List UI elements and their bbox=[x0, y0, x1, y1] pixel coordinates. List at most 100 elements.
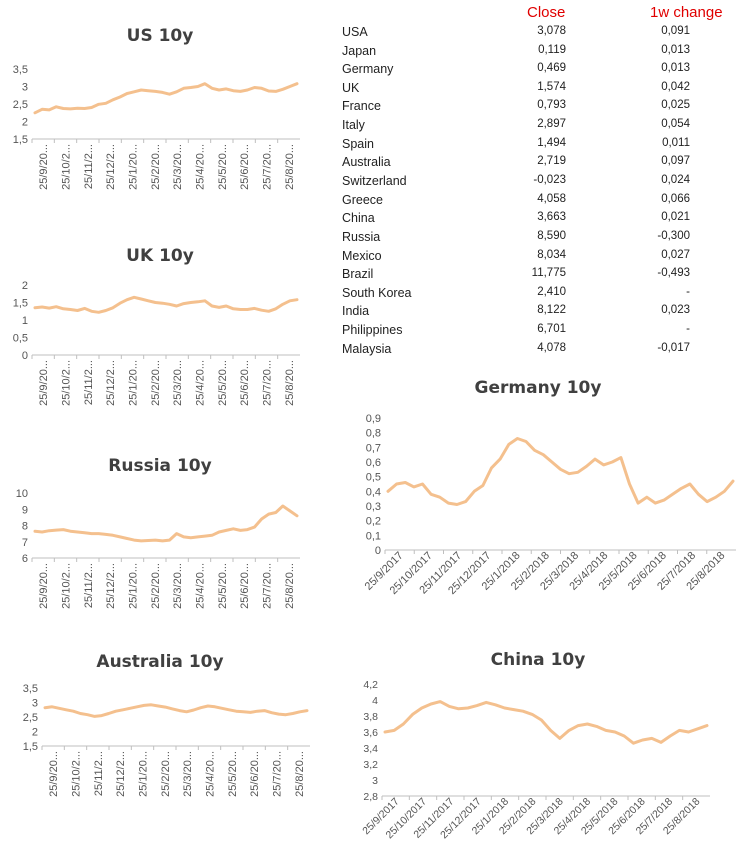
china-10y-chart: China 10y 2,8 3 3,2 3,4 3,6 3,8 4 4,2 25/9/2017 2… bbox=[340, 646, 736, 868]
x-tick-label: 25/12/2... bbox=[105, 144, 117, 190]
table-row: Philippines 6,701 - bbox=[340, 323, 720, 342]
change-cell: - bbox=[686, 323, 690, 335]
y-tick-label: 1,5 bbox=[23, 741, 38, 753]
close-cell: 2,897 bbox=[537, 118, 566, 130]
y-tick-label: 0,7 bbox=[366, 442, 381, 454]
y-tick-label: 2 bbox=[22, 280, 28, 292]
country-cell: Germany bbox=[342, 62, 394, 76]
table-row: Malaysia 4,078 -0,017 bbox=[340, 342, 720, 361]
country-cell: Malaysia bbox=[342, 342, 392, 356]
x-tick-label: 25/2/20... bbox=[150, 563, 162, 609]
change-cell: 0,042 bbox=[661, 81, 690, 93]
x-tick-label: 25/9/20... bbox=[38, 563, 50, 609]
series-line bbox=[43, 703, 309, 718]
close-cell: 3,663 bbox=[537, 211, 566, 223]
change-cell: 0,025 bbox=[661, 99, 690, 111]
x-tick-label: 25/9/20... bbox=[38, 360, 50, 406]
table-row: South Korea 2,410 - bbox=[340, 286, 720, 305]
australia-10y-chart: Australia 10y 1,5 2 2,5 3 3,5 25/9/20... 25/10… bbox=[0, 648, 320, 828]
country-cell: Greece bbox=[342, 193, 383, 207]
table-row: Australia 2,719 0,097 bbox=[340, 155, 720, 174]
russia-10y-chart: Russia 10y 6 7 8 9 10 25/9/20... 25/10/2... 25/… bbox=[0, 450, 320, 640]
change-header: 1w change bbox=[650, 4, 723, 21]
country-cell: Spain bbox=[342, 137, 374, 151]
chart-title: US 10y bbox=[126, 26, 194, 46]
table-row: Mexico 8,034 0,027 bbox=[340, 249, 720, 268]
chart-title: Germany 10y bbox=[474, 378, 602, 398]
close-cell: 8,122 bbox=[537, 304, 566, 316]
country-cell: Japan bbox=[342, 44, 377, 58]
country-cell: China bbox=[342, 211, 375, 225]
y-tick-label: 0,9 bbox=[366, 413, 381, 425]
x-tick-label: 25/8/20... bbox=[284, 563, 296, 609]
x-tick-label: 25/12/2... bbox=[105, 360, 117, 406]
change-cell: 0,011 bbox=[662, 137, 690, 149]
x-tick-label: 25/4/20... bbox=[195, 144, 207, 190]
table-row: Russia 8,590 -0,300 bbox=[340, 230, 720, 249]
x-tick-label: 25/10/2... bbox=[71, 751, 83, 797]
series-line bbox=[386, 437, 735, 506]
y-tick-label: 10 bbox=[16, 488, 28, 500]
country-cell: France bbox=[342, 99, 381, 113]
x-tick-label: 25/9/20... bbox=[38, 144, 50, 190]
x-tick-label: 25/6/20... bbox=[239, 563, 251, 609]
x-tick-label: 25/6/20... bbox=[239, 144, 251, 190]
y-tick-label: 2 bbox=[32, 727, 38, 739]
series-line bbox=[383, 700, 709, 745]
change-cell: 0,066 bbox=[661, 193, 690, 205]
close-cell: 2,719 bbox=[537, 155, 566, 167]
table-row: Switzerland -0,023 0,024 bbox=[340, 174, 720, 193]
y-tick-label: 6 bbox=[22, 553, 28, 565]
table-row: Japan 0,119 0,013 bbox=[340, 44, 720, 63]
y-tick-label: 0,3 bbox=[366, 501, 381, 513]
x-tick-label: 25/1/20... bbox=[128, 563, 140, 609]
chart-title: Russia 10y bbox=[108, 456, 212, 476]
x-tick-label: 25/12/2... bbox=[115, 751, 127, 797]
russia-10y-plot: 6 7 8 9 10 25/9/20... 25/10/2... 25/11/2... 25/1… bbox=[16, 488, 300, 609]
x-tick-label: 25/4/20... bbox=[205, 751, 217, 797]
close-cell: 4,078 bbox=[537, 342, 566, 354]
close-cell: 2,410 bbox=[537, 286, 566, 298]
uk-10y-plot: 0 0,5 1 1,5 2 25/9/20... 25/10/2... 25/11/2... 2… bbox=[13, 280, 300, 406]
close-cell: 0,793 bbox=[537, 99, 566, 111]
series-line bbox=[33, 504, 299, 543]
change-cell: 0,027 bbox=[661, 249, 690, 261]
x-tick-label: 25/2/20... bbox=[150, 360, 162, 406]
germany-10y-plot: 00,10,20,30,40,50,60,70,80,925/9/201725/… bbox=[363, 413, 736, 597]
table-row: France 0,793 0,025 bbox=[340, 99, 720, 118]
x-tick-label: 25/1/20... bbox=[138, 751, 150, 797]
change-cell: -0,300 bbox=[657, 230, 690, 242]
close-cell: 8,590 bbox=[537, 230, 566, 242]
country-cell: Australia bbox=[342, 155, 391, 169]
country-cell: UK bbox=[342, 81, 360, 95]
y-tick-label: 0,6 bbox=[366, 457, 381, 469]
change-cell: - bbox=[686, 286, 690, 298]
close-cell: 11,775 bbox=[531, 267, 566, 279]
x-tick-label: 25/7/20... bbox=[262, 360, 274, 406]
y-tick-label: 2,8 bbox=[363, 791, 378, 803]
y-tick-label: 3,8 bbox=[363, 711, 378, 723]
x-tick-label: 25/6/20... bbox=[239, 360, 251, 406]
x-tick-label: 25/5/20... bbox=[227, 751, 239, 797]
uk-10y-chart: UK 10y 0 0,5 1 1,5 2 25/9/20... 25/10/2... 25/1… bbox=[0, 240, 320, 430]
change-cell: -0,017 bbox=[657, 342, 690, 354]
table-row: India 8,122 0,023 bbox=[340, 304, 720, 323]
x-tick-label: 25/3/20... bbox=[172, 563, 184, 609]
close-cell: 3,078 bbox=[537, 25, 566, 37]
x-tick-label: 25/11/2... bbox=[83, 563, 95, 608]
country-cell: Mexico bbox=[342, 249, 382, 263]
country-cell: South Korea bbox=[342, 286, 412, 300]
y-tick-label: 1,5 bbox=[13, 134, 28, 146]
x-tick-label: 25/10/2... bbox=[61, 144, 73, 190]
x-tick-label: 25/9/20... bbox=[48, 751, 60, 797]
y-tick-label: 2 bbox=[22, 117, 28, 129]
us-10y-plot: 1,5 2 2,5 3 3,5 25/9/20... 25/10/2... 25/11/2..… bbox=[13, 64, 300, 190]
y-tick-label: 3,2 bbox=[363, 759, 378, 771]
close-cell: 0,119 bbox=[538, 44, 566, 56]
country-cell: Switzerland bbox=[342, 174, 407, 188]
close-cell: 4,058 bbox=[537, 193, 566, 205]
australia-10y-plot: 1,5 2 2,5 3 3,5 25/9/20... 25/10/2... 25/11/2..… bbox=[23, 683, 310, 797]
x-tick-label: 25/3/20... bbox=[182, 751, 194, 797]
y-tick-label: 3,6 bbox=[363, 727, 378, 739]
x-tick-label: 25/4/20... bbox=[195, 563, 207, 609]
